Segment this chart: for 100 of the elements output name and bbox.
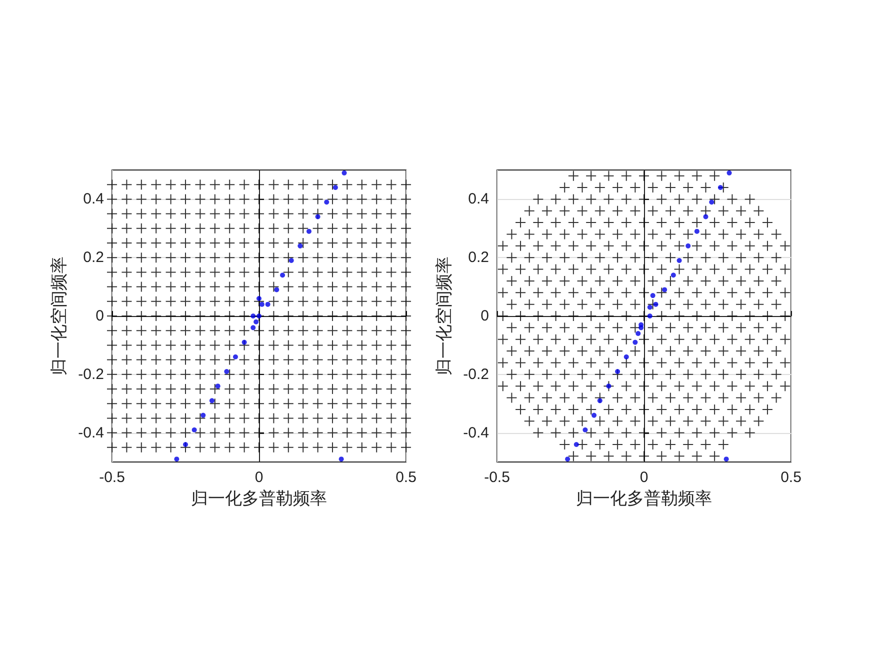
point xyxy=(762,287,773,298)
point xyxy=(674,404,685,415)
point xyxy=(268,238,280,248)
point xyxy=(209,222,220,234)
point xyxy=(576,438,588,450)
point xyxy=(121,266,132,278)
point xyxy=(371,310,382,322)
point xyxy=(150,384,162,394)
point xyxy=(386,384,397,394)
point xyxy=(559,368,570,380)
point xyxy=(371,384,382,394)
point xyxy=(282,340,294,351)
point xyxy=(630,228,641,240)
point xyxy=(400,310,412,322)
point xyxy=(224,238,236,248)
point xyxy=(594,368,606,380)
point xyxy=(268,325,280,336)
point xyxy=(356,179,368,190)
point xyxy=(574,442,579,447)
point xyxy=(238,384,250,394)
point xyxy=(709,240,720,252)
point xyxy=(736,322,747,334)
point xyxy=(559,298,570,310)
point xyxy=(726,380,738,392)
point xyxy=(638,170,650,182)
point xyxy=(664,228,676,240)
point xyxy=(576,275,588,286)
point xyxy=(180,296,191,307)
point xyxy=(691,334,702,345)
point xyxy=(532,357,544,368)
point xyxy=(238,325,250,336)
point xyxy=(400,252,412,264)
point xyxy=(700,346,712,357)
x-tick-label: 0 xyxy=(254,469,264,486)
point xyxy=(594,298,606,310)
point xyxy=(209,412,220,424)
point xyxy=(568,264,579,275)
point xyxy=(497,310,508,322)
point xyxy=(224,296,236,307)
point xyxy=(541,346,552,357)
x-tick-label: -0.5 xyxy=(484,469,510,486)
point xyxy=(400,238,412,248)
point xyxy=(224,412,236,424)
point xyxy=(559,392,570,404)
point xyxy=(136,427,147,438)
point xyxy=(238,310,250,322)
point xyxy=(515,264,526,275)
point xyxy=(559,205,570,216)
point xyxy=(327,442,338,453)
point xyxy=(386,427,397,438)
point xyxy=(612,298,624,310)
point xyxy=(736,252,747,264)
point xyxy=(620,450,632,462)
point xyxy=(506,252,518,264)
point xyxy=(386,340,397,351)
point xyxy=(744,404,756,415)
point xyxy=(718,322,729,334)
point xyxy=(400,427,412,438)
point xyxy=(327,310,338,322)
point xyxy=(312,325,324,336)
x-axis-title: 归一化多普勒频率 xyxy=(191,489,327,508)
point xyxy=(268,310,280,322)
point xyxy=(180,179,191,190)
point xyxy=(165,427,176,438)
point xyxy=(106,384,118,394)
point xyxy=(224,281,236,292)
point xyxy=(630,322,641,334)
point xyxy=(559,416,570,427)
point xyxy=(400,208,412,220)
point xyxy=(753,392,764,404)
point xyxy=(586,404,597,415)
point xyxy=(268,427,280,438)
point xyxy=(586,427,597,438)
point xyxy=(356,427,368,438)
point xyxy=(718,438,729,450)
point xyxy=(612,416,624,427)
y-tick-label: 0.4 xyxy=(83,190,104,208)
point xyxy=(532,427,544,438)
point xyxy=(603,334,614,345)
point xyxy=(550,334,562,345)
point xyxy=(744,240,756,252)
point xyxy=(150,222,162,234)
point xyxy=(254,281,264,292)
point xyxy=(780,240,791,252)
point xyxy=(576,416,588,427)
point xyxy=(282,354,294,366)
point xyxy=(664,368,676,380)
point xyxy=(312,412,324,424)
point xyxy=(298,194,309,205)
point xyxy=(691,287,702,298)
point xyxy=(515,287,526,298)
point xyxy=(282,208,294,220)
point xyxy=(209,398,214,404)
point xyxy=(371,427,382,438)
point xyxy=(194,354,206,366)
point xyxy=(121,398,132,410)
point xyxy=(647,368,658,380)
point xyxy=(780,287,791,298)
point xyxy=(656,264,668,275)
point xyxy=(327,179,338,190)
